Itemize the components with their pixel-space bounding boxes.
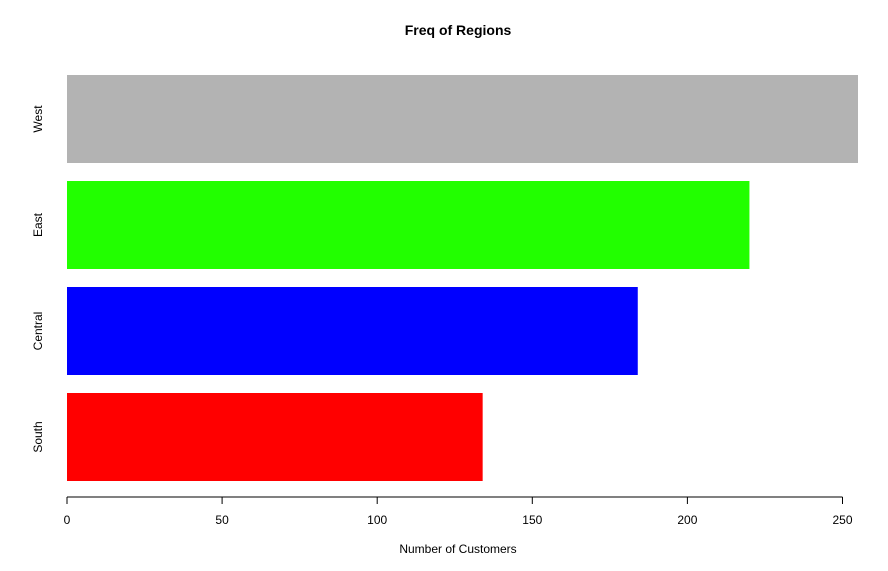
bar-west bbox=[67, 75, 858, 163]
chart-title: Freq of Regions bbox=[405, 22, 512, 38]
y-tick-label-east: East bbox=[31, 212, 45, 237]
y-tick-label-central: Central bbox=[31, 312, 45, 351]
x-tick-label: 150 bbox=[522, 513, 542, 527]
bars-group bbox=[67, 75, 858, 481]
x-tick-label: 50 bbox=[215, 513, 229, 527]
y-tick-labels: South Central East West bbox=[31, 105, 45, 453]
x-tick-label: 0 bbox=[64, 513, 71, 527]
y-tick-label-west: West bbox=[31, 105, 45, 133]
bar-central bbox=[67, 287, 638, 375]
x-tick-label: 200 bbox=[677, 513, 697, 527]
bar-east bbox=[67, 181, 750, 269]
y-tick-label-south: South bbox=[31, 421, 45, 452]
x-tick-label: 250 bbox=[832, 513, 852, 527]
x-axis-label: Number of Customers bbox=[399, 542, 516, 556]
x-axis: 0 50 100 150 200 250 bbox=[64, 496, 853, 527]
bar-south bbox=[67, 393, 483, 481]
x-tick-label: 100 bbox=[367, 513, 387, 527]
